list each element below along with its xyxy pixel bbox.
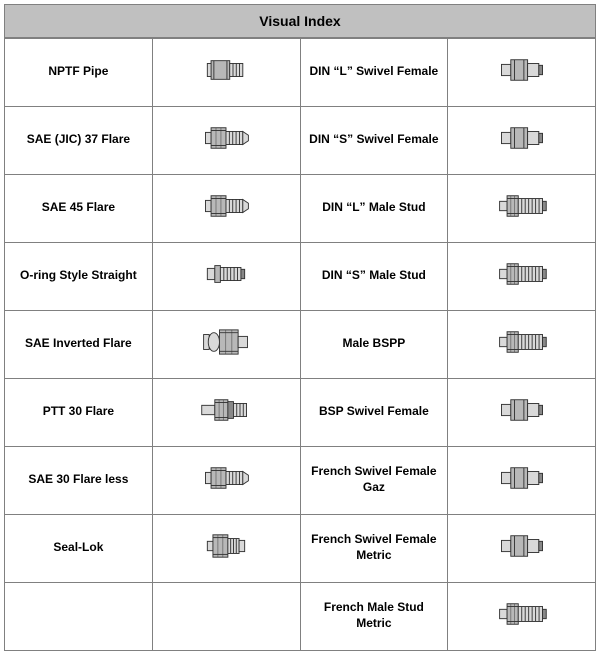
left-label — [5, 582, 153, 650]
left-fitting-icon — [152, 514, 300, 582]
right-label: DIN “L” Male Stud — [300, 174, 448, 242]
table-title: Visual Index — [5, 5, 596, 39]
right-label: Male BSPP — [300, 310, 448, 378]
right-fitting-icon — [448, 38, 596, 106]
table-row: SAE Inverted Flare Male BSPP — [5, 310, 596, 378]
right-label: French Swivel Female Gaz — [300, 446, 448, 514]
left-label: PTT 30 Flare — [5, 378, 153, 446]
visual-index-table: Visual Index NPTF Pipe DIN “L” Swivel Fem… — [4, 4, 596, 651]
left-fitting-icon — [152, 378, 300, 446]
table-row: SAE 30 Flare less French Swivel Female Ga… — [5, 446, 596, 514]
right-label: DIN “S” Male Stud — [300, 242, 448, 310]
right-label: French Swivel Female Metric — [300, 514, 448, 582]
table-row: NPTF Pipe DIN “L” Swivel Female — [5, 38, 596, 106]
right-fitting-icon — [448, 514, 596, 582]
table-row: Seal-Lok French Swivel Female Metric — [5, 514, 596, 582]
left-label: Seal-Lok — [5, 514, 153, 582]
left-label: SAE 45 Flare — [5, 174, 153, 242]
left-label: NPTF Pipe — [5, 38, 153, 106]
table-row: SAE 45 Flare DIN “L” Male Stud — [5, 174, 596, 242]
left-label: SAE (JIC) 37 Flare — [5, 106, 153, 174]
right-fitting-icon — [448, 174, 596, 242]
table-row: French Male Stud Metric — [5, 582, 596, 650]
left-fitting-icon — [152, 242, 300, 310]
right-fitting-icon — [448, 310, 596, 378]
left-label: O-ring Style Straight — [5, 242, 153, 310]
left-fitting-icon — [152, 174, 300, 242]
left-label: SAE Inverted Flare — [5, 310, 153, 378]
right-fitting-icon — [448, 106, 596, 174]
right-label: DIN “S” Swivel Female — [300, 106, 448, 174]
right-label: DIN “L” Swivel Female — [300, 38, 448, 106]
right-fitting-icon — [448, 242, 596, 310]
table-row: O-ring Style Straight DIN “S” Male Stud — [5, 242, 596, 310]
left-fitting-icon — [152, 106, 300, 174]
left-fitting-icon — [152, 38, 300, 106]
right-fitting-icon — [448, 378, 596, 446]
left-fitting-icon — [152, 310, 300, 378]
table-row: SAE (JIC) 37 Flare DIN “S” Swivel Female — [5, 106, 596, 174]
left-fitting-icon — [152, 582, 300, 650]
left-fitting-icon — [152, 446, 300, 514]
right-label: French Male Stud Metric — [300, 582, 448, 650]
right-fitting-icon — [448, 446, 596, 514]
table-row: PTT 30 Flare BSP Swivel Female — [5, 378, 596, 446]
right-label: BSP Swivel Female — [300, 378, 448, 446]
right-fitting-icon — [448, 582, 596, 650]
left-label: SAE 30 Flare less — [5, 446, 153, 514]
